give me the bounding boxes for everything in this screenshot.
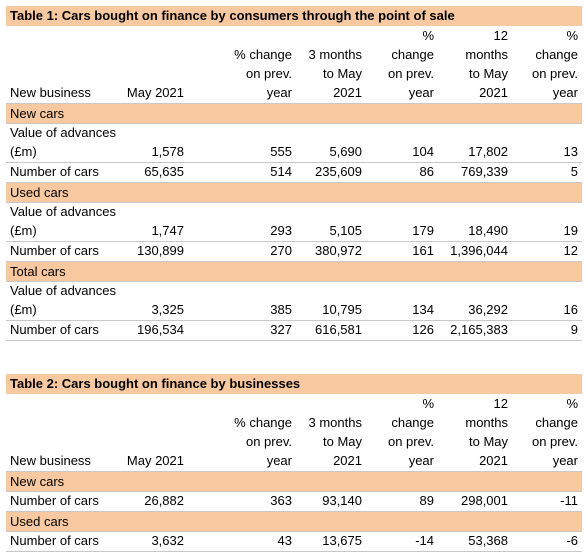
- cell-value: 235,609: [315, 164, 362, 179]
- cell-value: 19: [563, 223, 578, 238]
- cell-value: 179: [412, 223, 434, 238]
- table-row: Number of cars 196,534 327 616,581 126 2…: [6, 321, 582, 341]
- cell-value: 43: [277, 533, 292, 548]
- cell-value: 93,140: [322, 493, 362, 508]
- consumer-finance-table: Table 1: Cars bought on finance by consu…: [6, 6, 582, 341]
- cell-value: 1,747: [151, 223, 184, 238]
- cell-value: -14: [415, 533, 434, 548]
- cell-value: -11: [560, 493, 578, 508]
- cell-value: 1,396,044: [450, 243, 508, 258]
- cell-value: 5: [570, 164, 578, 179]
- column-header: 3 months to May 2021: [308, 47, 362, 100]
- cell-value: 134: [412, 302, 434, 317]
- cell-value: 196,534: [137, 322, 184, 337]
- cell-value: 327: [270, 322, 292, 337]
- column-header: May 2021: [126, 85, 184, 100]
- row-label: Value of advances (£m): [10, 125, 116, 159]
- cell-value: 3,325: [151, 302, 184, 317]
- cell-value: 53,368: [468, 533, 508, 548]
- table-row: Number of cars 65,635 514 235,609 86 769…: [6, 163, 582, 183]
- section-header-used-cars: Used cars: [6, 183, 582, 203]
- column-header: 12 months to May 2021: [465, 396, 508, 468]
- cell-value: 555: [270, 144, 292, 159]
- section-header-used-cars: Used cars: [6, 512, 582, 532]
- cell-value: -6: [566, 533, 578, 548]
- row-label: Number of cars: [10, 493, 99, 508]
- column-header: 3 months to May 2021: [308, 415, 362, 468]
- cell-value: 363: [270, 493, 292, 508]
- row-label: Number of cars: [10, 243, 99, 258]
- cell-value: 2,165,383: [450, 322, 508, 337]
- cell-value: 769,339: [461, 164, 508, 179]
- cell-value: 514: [270, 164, 292, 179]
- cell-value: 16: [563, 302, 578, 317]
- table-row: Value of advances (£m) 1,747 293 5,105 1…: [6, 203, 582, 242]
- column-header: % change on prev. year: [387, 28, 434, 100]
- table-row: Number of cars 130,899 270 380,972 161 1…: [6, 242, 582, 262]
- row-label: Number of cars: [10, 533, 99, 548]
- cell-value: 1,578: [151, 144, 184, 159]
- column-header: May 2021: [126, 453, 184, 468]
- table-header: New business May 2021 % change on prev. …: [6, 26, 582, 104]
- cell-value: 130,899: [137, 243, 184, 258]
- column-header: % change on prev. year: [234, 47, 292, 100]
- table-row: Value of advances (£m) 3,325 385 10,795 …: [6, 282, 582, 321]
- table-row: Number of cars 26,882 363 93,140 89 298,…: [6, 492, 582, 512]
- row-header-label: New business: [10, 85, 91, 100]
- cell-value: 13,675: [322, 533, 362, 548]
- cell-value: 5,690: [329, 144, 362, 159]
- cell-value: 298,001: [461, 493, 508, 508]
- cell-value: 18,490: [468, 223, 508, 238]
- cell-value: 270: [270, 243, 292, 258]
- cell-value: 126: [412, 322, 434, 337]
- row-label: Value of advances (£m): [10, 204, 116, 238]
- column-header: % change on prev. year: [387, 396, 434, 468]
- row-label: Number of cars: [10, 322, 99, 337]
- cell-value: 9: [570, 322, 578, 337]
- cell-value: 17,802: [468, 144, 508, 159]
- cell-value: 65,635: [144, 164, 184, 179]
- cell-value: 89: [419, 493, 434, 508]
- cell-value: 380,972: [315, 243, 362, 258]
- section-header-total-cars: Total cars: [6, 262, 582, 282]
- row-label: Value of advances (£m): [10, 283, 116, 317]
- cell-value: 3,632: [151, 533, 184, 548]
- table-title: Table 2: Cars bought on finance by busin…: [6, 374, 582, 394]
- business-finance-table: Table 2: Cars bought on finance by busin…: [6, 374, 582, 552]
- column-header: % change on prev. year: [234, 415, 292, 468]
- table-header: New business May 2021 % change on prev. …: [6, 394, 582, 472]
- row-label: Number of cars: [10, 164, 99, 179]
- table-title: Table 1: Cars bought on finance by consu…: [6, 6, 582, 26]
- cell-value: 12: [563, 243, 578, 258]
- cell-value: 86: [419, 164, 434, 179]
- cell-value: 104: [412, 144, 434, 159]
- section-header-new-cars: New cars: [6, 472, 582, 492]
- cell-value: 161: [412, 243, 434, 258]
- column-header: 12 months to May 2021: [465, 28, 508, 100]
- column-header: % change on prev. year: [531, 396, 578, 468]
- column-header: % change on prev. year: [531, 28, 578, 100]
- cell-value: 10,795: [322, 302, 362, 317]
- cell-value: 26,882: [144, 493, 184, 508]
- cell-value: 36,292: [468, 302, 508, 317]
- cell-value: 385: [270, 302, 292, 317]
- table-row: Number of cars 3,632 43 13,675 -14 53,36…: [6, 532, 582, 552]
- cell-value: 616,581: [315, 322, 362, 337]
- cell-value: 5,105: [329, 223, 362, 238]
- section-header-new-cars: New cars: [6, 104, 582, 124]
- cell-value: 13: [563, 144, 578, 159]
- row-header-label: New business: [10, 453, 91, 468]
- cell-value: 293: [270, 223, 292, 238]
- table-row: Value of advances (£m) 1,578 555 5,690 1…: [6, 124, 582, 163]
